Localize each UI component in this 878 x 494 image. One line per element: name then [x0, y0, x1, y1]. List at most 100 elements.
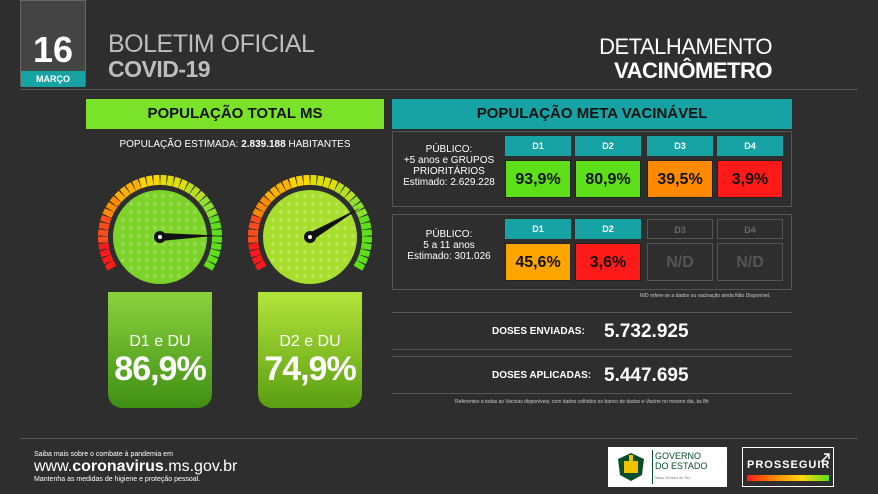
gauge-texture-dot [177, 266, 181, 270]
gauge-texture-dot [177, 210, 181, 214]
gauge-texture-dot [343, 234, 347, 238]
gauge-texture-dot [161, 266, 165, 270]
gauge-texture-dot [343, 226, 347, 230]
gauge-texture-dot [279, 210, 283, 214]
group-5to11-label: PÚBLICO: 5 a 11 anos Estimado: 301.026 [407, 229, 491, 262]
gauge-texture-dot [311, 218, 315, 222]
gauge-texture-dot [129, 242, 133, 246]
gauge-texture-dot [311, 226, 315, 230]
gauge-texture-dot [201, 226, 205, 230]
gauge-texture-dot [327, 258, 331, 262]
gauge-texture-dot [327, 234, 331, 238]
gauge-tick [328, 179, 338, 191]
gauge-texture-dot [129, 218, 133, 222]
gauge-texture-dot [287, 202, 291, 206]
gauge-texture-dot [145, 258, 149, 262]
state-name: Mato Grosso do Sul [655, 475, 691, 480]
gauge-texture-dot [129, 266, 133, 270]
footer-url-link[interactable]: www.coronavirus.ms.gov.br [34, 458, 238, 475]
gauge-texture-dot [343, 258, 347, 262]
gauge-tick [184, 182, 195, 194]
dose-header-d2: D2 [575, 136, 641, 156]
gauge-texture-dot [319, 242, 323, 246]
gauge-texture-dot [137, 250, 141, 254]
gauge-needle [307, 207, 361, 241]
gauge-texture-dot [287, 250, 291, 254]
gauge-tick [109, 195, 122, 207]
gauge-texture-dot [137, 234, 141, 238]
gauge-texture-dot [153, 202, 157, 206]
gauge-texture-dot [153, 226, 157, 230]
dose-value-d2: 80,9% [575, 160, 641, 198]
gauge-texture-dot [137, 202, 141, 206]
gauge-texture-dot [169, 226, 173, 230]
gauge-texture-dot [303, 226, 307, 230]
dose-value-d4: N/D [717, 243, 783, 281]
gauge-column-d2 [258, 292, 362, 408]
footer-intro: Saiba mais sobre o combate à pandemia em [34, 451, 173, 458]
gauge-texture-dot [335, 210, 339, 214]
gauge-texture-dot [185, 258, 189, 262]
gauge-tick [102, 208, 115, 218]
gauge-texture-dot [193, 210, 197, 214]
gauge-tick [344, 190, 356, 203]
gauge-texture-dot [121, 226, 125, 230]
gauge-tick [360, 242, 372, 251]
gauge-tick [198, 195, 211, 207]
gauge-tick [288, 176, 298, 189]
gauge-tick [98, 222, 110, 230]
gauge-tick [303, 174, 310, 186]
gauge-tick [210, 222, 222, 230]
gauge-texture-dot [335, 202, 339, 206]
gauge-tick [322, 176, 332, 189]
gauge-tick [359, 248, 371, 258]
gauge-tick [97, 229, 109, 237]
gauge-texture-dot [295, 250, 299, 254]
gauge-texture-dot [327, 274, 331, 278]
gauge-tick [209, 248, 221, 258]
gauge-texture-dot [177, 218, 181, 222]
gauge-tick [210, 242, 222, 251]
gauge-texture-dot [287, 226, 291, 230]
gauge-d1-label: D1 e DU [129, 333, 191, 350]
gauge-texture-dot [303, 250, 307, 254]
gauge-texture-dot [287, 210, 291, 214]
gauge-texture-dot [145, 194, 149, 198]
gauge-texture-dot [169, 274, 173, 278]
gauge-texture-dot [121, 234, 125, 238]
gauge-texture-dot [145, 226, 149, 230]
doses-sent-value: 5.732.925 [604, 321, 689, 342]
footer-divider [20, 438, 858, 439]
date-badge: 16 MARÇO [20, 0, 86, 87]
gauge-texture-dot [279, 234, 283, 238]
gauge-texture-dot [161, 242, 165, 246]
gauge-texture-dot [121, 242, 125, 246]
gauge-tick [153, 174, 160, 186]
gauge-tick [172, 176, 182, 189]
date-month: MARÇO [21, 71, 85, 87]
gauge-tick [100, 214, 112, 224]
gauge-tick [166, 175, 175, 187]
gauge-texture-dot [279, 258, 283, 262]
gauge-texture-dot [295, 242, 299, 246]
gauge-texture-dot [319, 194, 323, 198]
gauge-texture-dot [137, 266, 141, 270]
nd-note: N/D refere-se a dados ou vacinação ainda… [640, 293, 771, 299]
gauge-tick [264, 190, 276, 203]
target-population-heading: POPULAÇÃO META VACINÁVEL [392, 99, 792, 129]
gauge-texture-dot [129, 234, 133, 238]
total-population-heading: POPULAÇÃO TOTAL MS [86, 99, 384, 129]
date-day: 16 [32, 29, 74, 70]
gauge-texture-dot [295, 210, 299, 214]
gauge-texture-dot [153, 242, 157, 246]
gauge-texture-dot [295, 194, 299, 198]
gauge-texture-dot [287, 258, 291, 262]
dose-header-d1: D1 [505, 136, 571, 156]
gauge-texture-dot [145, 210, 149, 214]
gauge-tick [252, 208, 265, 218]
gauge-tick [101, 254, 114, 265]
gauge-tick [259, 195, 272, 207]
gauge-texture-dot [185, 202, 189, 206]
gauge-texture-dot [161, 218, 165, 222]
gauge-tick [189, 186, 201, 198]
